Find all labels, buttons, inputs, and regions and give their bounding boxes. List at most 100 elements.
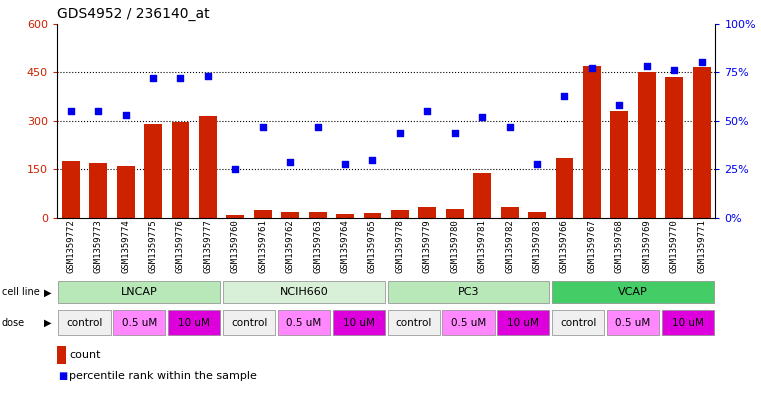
Bar: [391, 210, 409, 218]
Point: [696, 59, 708, 66]
Point: [284, 158, 296, 165]
Bar: [607, 310, 659, 335]
Text: GSM1359775: GSM1359775: [148, 219, 158, 273]
Text: GSM1359771: GSM1359771: [697, 219, 706, 273]
Text: GDS4952 / 236140_at: GDS4952 / 236140_at: [57, 7, 210, 21]
Text: GSM1359779: GSM1359779: [423, 219, 431, 273]
Point: [174, 75, 186, 81]
Text: PC3: PC3: [457, 287, 479, 298]
Text: LNCAP: LNCAP: [121, 287, 158, 298]
Point: [531, 160, 543, 167]
Text: GSM1359770: GSM1359770: [670, 219, 679, 273]
Bar: [144, 124, 162, 218]
Text: 10 uM: 10 uM: [343, 318, 374, 328]
Bar: [223, 281, 385, 303]
Text: NCIH660: NCIH660: [279, 287, 328, 298]
Bar: [662, 310, 714, 335]
Text: 0.5 uM: 0.5 uM: [286, 318, 322, 328]
Text: GSM1359769: GSM1359769: [642, 219, 651, 273]
Text: GSM1359767: GSM1359767: [587, 219, 597, 273]
Bar: [171, 123, 189, 218]
Text: percentile rank within the sample: percentile rank within the sample: [69, 371, 257, 381]
Bar: [528, 211, 546, 218]
Text: GSM1359773: GSM1359773: [94, 219, 103, 273]
Bar: [552, 281, 714, 303]
Bar: [552, 310, 604, 335]
Bar: [113, 310, 165, 335]
Bar: [336, 214, 354, 218]
Text: GSM1359765: GSM1359765: [368, 219, 377, 273]
Text: GSM1359778: GSM1359778: [396, 219, 404, 273]
Text: GSM1359766: GSM1359766: [560, 219, 569, 273]
Bar: [309, 211, 326, 218]
Point: [476, 114, 489, 120]
Text: GSM1359774: GSM1359774: [121, 219, 130, 273]
Bar: [556, 158, 573, 218]
Text: GSM1359760: GSM1359760: [231, 219, 240, 273]
Text: GSM1359768: GSM1359768: [615, 219, 624, 273]
Bar: [364, 213, 381, 218]
Point: [147, 75, 159, 81]
Text: control: control: [66, 318, 103, 328]
Bar: [497, 310, 549, 335]
Text: GSM1359783: GSM1359783: [533, 219, 542, 273]
Text: GSM1359772: GSM1359772: [66, 219, 75, 273]
Text: control: control: [231, 318, 267, 328]
Text: GSM1359782: GSM1359782: [505, 219, 514, 273]
Bar: [501, 207, 518, 218]
Bar: [387, 281, 549, 303]
Point: [449, 129, 461, 136]
Text: GSM1359764: GSM1359764: [341, 219, 349, 273]
Bar: [442, 310, 495, 335]
Point: [256, 123, 269, 130]
Point: [119, 112, 132, 118]
Bar: [665, 77, 683, 218]
Text: control: control: [396, 318, 431, 328]
Bar: [223, 310, 275, 335]
Bar: [583, 66, 601, 218]
Bar: [419, 207, 436, 218]
Text: GSM1359761: GSM1359761: [258, 219, 267, 273]
Bar: [333, 310, 385, 335]
Text: GSM1359763: GSM1359763: [313, 219, 322, 273]
Text: GSM1359777: GSM1359777: [203, 219, 212, 273]
Point: [202, 73, 214, 79]
Point: [559, 92, 571, 99]
Bar: [278, 310, 330, 335]
Bar: [254, 210, 272, 218]
Text: GSM1359780: GSM1359780: [451, 219, 460, 273]
Bar: [62, 162, 80, 218]
Bar: [89, 163, 107, 218]
Text: 0.5 uM: 0.5 uM: [122, 318, 157, 328]
Text: 0.5 uM: 0.5 uM: [616, 318, 651, 328]
Bar: [638, 72, 656, 218]
Text: VCAP: VCAP: [618, 287, 648, 298]
Text: GSM1359762: GSM1359762: [285, 219, 295, 273]
Bar: [610, 111, 629, 218]
Point: [65, 108, 77, 114]
Point: [422, 108, 434, 114]
Point: [504, 123, 516, 130]
Bar: [199, 116, 217, 218]
Point: [641, 63, 653, 70]
Text: 0.5 uM: 0.5 uM: [451, 318, 486, 328]
Text: count: count: [69, 350, 100, 360]
Bar: [473, 173, 491, 218]
Point: [668, 67, 680, 73]
Bar: [693, 67, 711, 218]
Text: dose: dose: [2, 318, 24, 328]
Bar: [446, 209, 463, 218]
Point: [366, 156, 378, 163]
Text: ▶: ▶: [44, 287, 52, 298]
Point: [311, 123, 323, 130]
Bar: [59, 310, 110, 335]
Bar: [168, 310, 220, 335]
Text: cell line: cell line: [2, 287, 40, 298]
Point: [92, 108, 104, 114]
Bar: [282, 212, 299, 218]
Bar: [387, 310, 440, 335]
Bar: [227, 215, 244, 218]
Text: control: control: [560, 318, 597, 328]
Text: 10 uM: 10 uM: [508, 318, 540, 328]
Bar: [59, 281, 220, 303]
